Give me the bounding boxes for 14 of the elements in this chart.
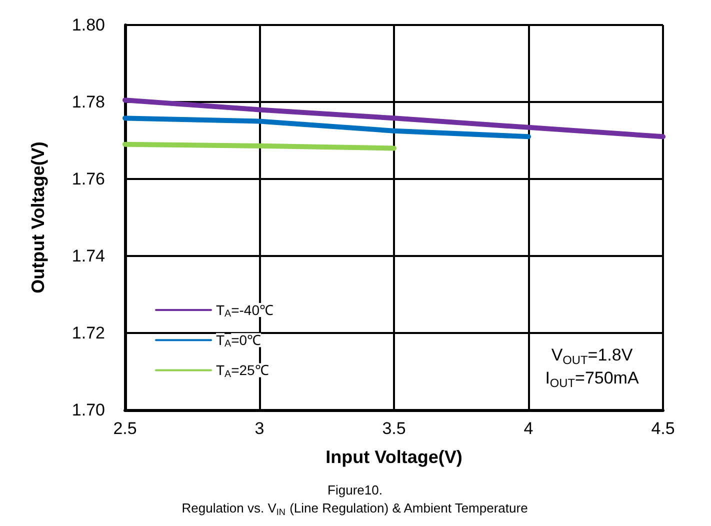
- y-tick-label: 1.74: [72, 246, 105, 266]
- y-tick-label: 1.76: [72, 170, 105, 188]
- y-axis-title: Output Voltage(V): [28, 142, 48, 294]
- x-tick-label: 2.5: [113, 419, 137, 438]
- x-tick-label: 3: [254, 419, 264, 438]
- y-tick-label: 1.80: [72, 16, 105, 34]
- x-tick-label: 4: [524, 419, 534, 438]
- x-tick-label: 3.5: [382, 419, 406, 438]
- caption: Figure10.: [328, 482, 382, 498]
- x-axis-title: Input Voltage(V): [326, 447, 462, 467]
- x-tick-label: 4.5: [651, 419, 675, 438]
- y-tick-label: 1.70: [72, 400, 105, 420]
- y-tick-label: 1.78: [72, 92, 105, 112]
- y-tick-label: 1.72: [72, 324, 105, 342]
